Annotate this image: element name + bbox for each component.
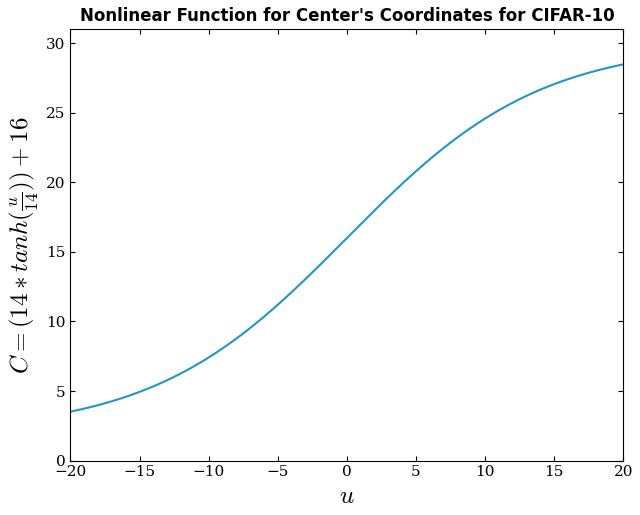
X-axis label: $u$: $u$ xyxy=(339,485,355,508)
Title: Nonlinear Function for Center's Coordinates for CIFAR-10: Nonlinear Function for Center's Coordina… xyxy=(79,7,614,25)
Y-axis label: $C = (14 * tanh(\frac{u}{14})) + 16$: $C = (14 * tanh(\frac{u}{14})) + 16$ xyxy=(7,116,40,374)
